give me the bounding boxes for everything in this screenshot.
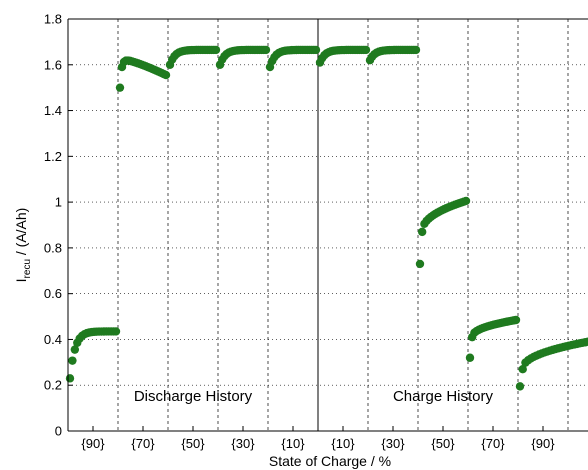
annotations: Discharge History Charge History (134, 388, 494, 405)
data-point (583, 337, 588, 346)
data-point (161, 70, 171, 80)
data-point (518, 365, 527, 374)
data-point (65, 374, 75, 383)
x-tick-label: {10} (331, 436, 355, 451)
annotation-label: Charge History (393, 388, 494, 405)
y-tick-label: 0.4 (44, 332, 62, 347)
data-point (211, 45, 221, 55)
data-point (261, 45, 271, 55)
y-tick-label: 1.2 (44, 149, 62, 164)
axes (67, 18, 588, 432)
x-tick-labels: {90} {70} {50} {30} {10} {10} {30} {50} {70} {90} (81, 436, 555, 451)
data-point (417, 227, 427, 237)
y-tick-label: 0 (55, 424, 62, 439)
y-axis-label: Irecu / (A/Ah) (13, 208, 33, 283)
data-point (111, 327, 121, 336)
y-tick-label: 1.4 (44, 103, 62, 118)
x-tick-label: {70} (481, 436, 505, 451)
y-tick-label: 0.8 (44, 240, 62, 255)
y-tick-labels: 0 0.2 0.4 0.6 0.8 1 1.2 1.4 1.6 1.8 (44, 12, 62, 439)
y-tick-label: 1 (55, 195, 62, 210)
x-tick-label: {50} (181, 436, 205, 451)
x-tick-label: {70} (131, 436, 155, 451)
data-point (311, 45, 321, 55)
data-point (415, 259, 425, 269)
data-point (115, 83, 125, 92)
y-tick-label: 0.2 (44, 378, 62, 393)
data-point (68, 356, 77, 365)
y-tick-label: 0.6 (44, 286, 62, 301)
gridlines (68, 19, 588, 431)
data-point (515, 382, 525, 391)
x-axis-label: State of Charge / % (269, 453, 391, 469)
x-tick-label: {30} (231, 436, 255, 451)
data-point (70, 345, 80, 354)
data-points (65, 45, 588, 391)
x-tick-label: {10} (281, 436, 305, 451)
x-tick-label: {30} (381, 436, 405, 451)
data-point (361, 45, 371, 55)
annotation-label: Discharge History (134, 388, 253, 405)
y-tick-label: 1.6 (44, 57, 62, 72)
x-tick-label: {50} (431, 436, 455, 451)
x-tick-label: {90} (81, 436, 105, 451)
x-tick-label: {90} (531, 436, 555, 451)
y-tick-label: 1.8 (44, 12, 62, 27)
data-point (461, 196, 471, 206)
data-point (411, 45, 421, 55)
data-point (465, 353, 475, 362)
data-point (511, 315, 521, 325)
